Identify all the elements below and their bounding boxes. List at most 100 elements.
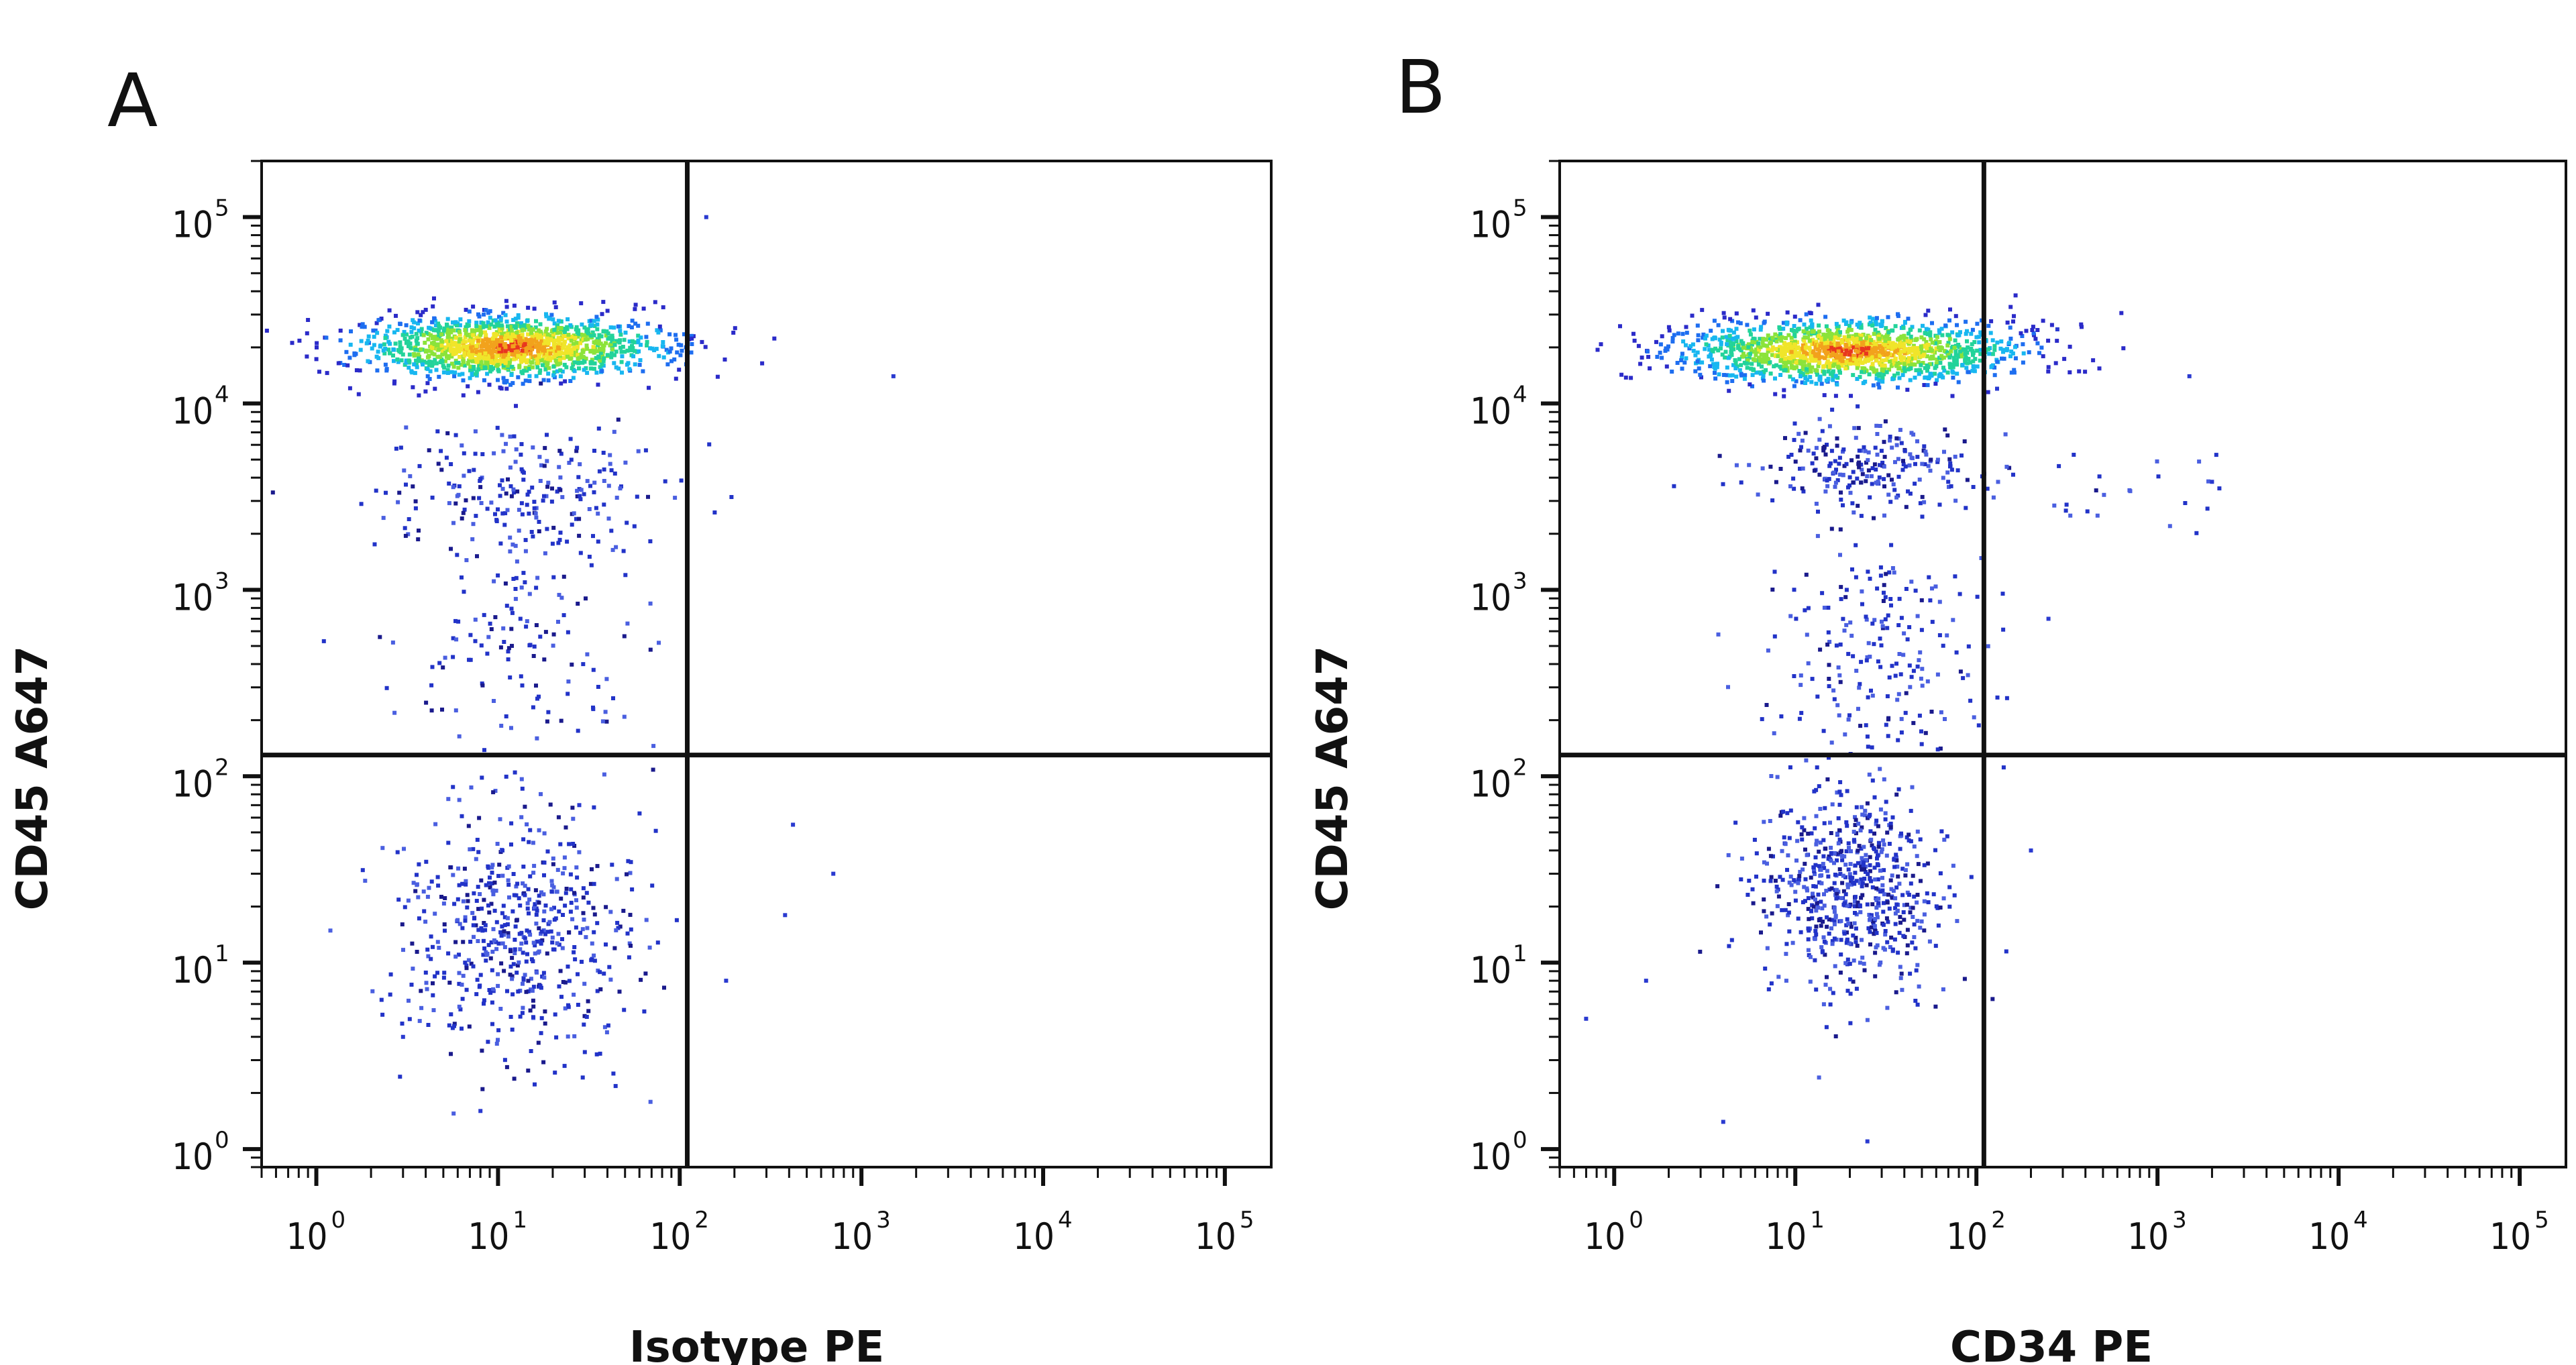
event-dot [493, 615, 498, 620]
event-dot [402, 337, 407, 341]
event-dot [633, 362, 637, 367]
event-dot [1868, 863, 1872, 867]
event-dot [461, 899, 466, 904]
event-dot [553, 358, 558, 363]
event-dot [1886, 315, 1890, 319]
event-dot [1852, 921, 1857, 926]
event-dot [360, 322, 365, 327]
event-dot [489, 627, 494, 631]
event-dot [405, 332, 409, 337]
event-dot [534, 586, 539, 590]
event-dot [444, 455, 449, 460]
event-dot [1648, 366, 1652, 371]
event-dot [1801, 373, 1805, 378]
event-dot [486, 346, 491, 350]
event-dot [507, 345, 512, 349]
event-dot [1810, 461, 1815, 466]
event-dot [1728, 337, 1733, 341]
event-dot [484, 959, 488, 963]
event-dot [373, 328, 378, 333]
event-dot [1972, 369, 1977, 374]
event-dot [549, 907, 553, 912]
event-dot [444, 339, 449, 343]
event-dot [598, 1051, 602, 1056]
event-dot [1942, 368, 1947, 373]
event-dot [1923, 331, 1928, 335]
event-dot [1775, 904, 1780, 908]
event-dot [1684, 331, 1689, 335]
event-dot [1874, 849, 1878, 854]
event-dot [606, 516, 611, 521]
event-dot [570, 806, 575, 810]
event-dot [458, 323, 462, 327]
event-dot [1814, 445, 1819, 450]
event-dot [1799, 445, 1803, 449]
event-dot [1760, 466, 1765, 471]
event-dot [1727, 333, 1732, 338]
event-dot [1805, 358, 1809, 362]
event-dot [545, 849, 550, 854]
event-dot [1712, 365, 1717, 370]
event-dot [1760, 364, 1764, 369]
event-dot [492, 331, 497, 336]
event-dot [552, 321, 557, 326]
event-dot [430, 495, 435, 500]
event-dot [1832, 358, 1836, 363]
event-dot [1762, 321, 1766, 325]
event-dot [584, 1015, 589, 1019]
event-dot [564, 347, 568, 351]
event-dot [1835, 328, 1840, 333]
event-dot [468, 352, 473, 357]
event-dot [546, 378, 551, 383]
event-dot [1827, 684, 1831, 688]
event-dot [559, 326, 564, 331]
event-dot [1912, 894, 1917, 899]
event-dot [1826, 369, 1831, 374]
event-dot [1798, 318, 1803, 323]
event-dot [572, 891, 576, 895]
event-dot [1734, 374, 1739, 379]
event-dot [470, 370, 474, 374]
event-dot [1756, 344, 1760, 349]
event-dot [2091, 358, 2096, 363]
event-dot [324, 335, 329, 340]
event-dot [1742, 376, 1747, 381]
event-dot [707, 442, 712, 447]
event-dot [476, 390, 480, 394]
event-dot [1698, 949, 1703, 954]
event-dot [406, 898, 411, 903]
event-dot [1913, 352, 1917, 357]
event-dot [528, 828, 533, 832]
event-dot [462, 867, 467, 871]
event-dot [645, 339, 649, 344]
event-dot [1909, 580, 1914, 584]
event-dot [620, 370, 624, 375]
event-dot [625, 931, 630, 936]
event-dot [1855, 944, 1860, 948]
event-dot [1734, 463, 1739, 468]
event-dot [1789, 349, 1794, 354]
event-dot [553, 352, 558, 357]
event-dot [1792, 366, 1796, 371]
event-dot [1830, 939, 1835, 944]
event-dot [1810, 365, 1815, 370]
event-dot [1841, 355, 1846, 359]
event-dot [1813, 331, 1818, 335]
event-dot [1815, 694, 1820, 699]
event-dot [529, 360, 533, 365]
event-dot [468, 847, 472, 852]
event-dot [478, 485, 483, 490]
event-dot [1825, 328, 1830, 333]
event-dot [1898, 976, 1903, 981]
event-dot [464, 558, 469, 563]
event-dot [557, 465, 561, 470]
event-dot [1789, 883, 1794, 887]
event-dot [1899, 349, 1904, 354]
event-dot [1729, 343, 1733, 348]
event-dot [521, 977, 526, 982]
event-dot [540, 974, 545, 979]
event-dot [1833, 335, 1837, 339]
event-dot [1813, 345, 1818, 349]
event-dot [608, 453, 612, 457]
event-dot [585, 479, 590, 484]
